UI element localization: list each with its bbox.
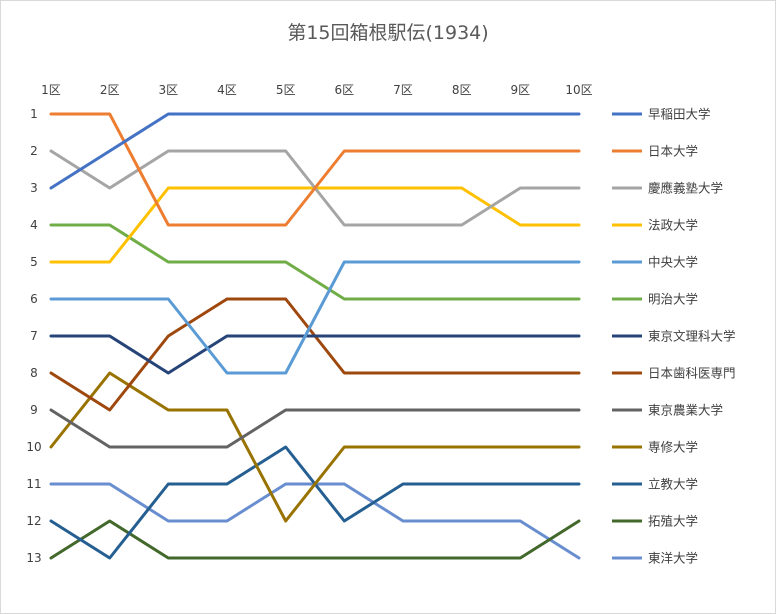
series-line	[49, 186, 581, 264]
legend-label: 日本大学	[648, 144, 698, 159]
y-tick-label: 11	[26, 477, 41, 491]
legend-item: 東京農業大学	[612, 403, 723, 418]
series-line	[49, 408, 581, 449]
x-tick-label: 5区	[276, 83, 296, 97]
legend-label: 専修大学	[648, 440, 698, 455]
chart-title: 第15回箱根駅伝(1934)	[287, 22, 488, 44]
legend-item: 日本大学	[612, 144, 698, 159]
legend-label: 明治大学	[648, 292, 698, 307]
x-tick-label: 10区	[565, 83, 592, 97]
series-line	[49, 223, 581, 301]
series-line	[49, 445, 581, 560]
legend-label: 慶應義塾大学	[648, 181, 723, 196]
x-tick-label: 3区	[159, 83, 179, 97]
legend-item: 東京文理科大学	[612, 329, 736, 344]
legend-item: 日本歯科医専門	[612, 366, 736, 381]
y-tick-label: 9	[30, 403, 38, 417]
x-tick-label: 9区	[511, 83, 531, 97]
legend-label: 法政大学	[648, 218, 698, 233]
x-tick-label: 4区	[217, 83, 237, 97]
y-tick-label: 4	[30, 218, 38, 232]
series-line	[49, 334, 581, 375]
legend: 早稲田大学日本大学慶應義塾大学法政大学中央大学明治大学東京文理科大学日本歯科医専…	[612, 107, 736, 566]
legend-label: 拓殖大学	[648, 514, 698, 529]
series-line	[49, 371, 581, 523]
legend-item: 拓殖大学	[612, 514, 698, 529]
x-tick-label: 2区	[100, 83, 120, 97]
legend-item: 慶應義塾大学	[612, 181, 723, 196]
series-line	[49, 112, 581, 190]
x-axis-tick-labels: 1区 2区 3区 4区 5区 6区 7区 8区 9区 10区	[41, 83, 592, 97]
y-tick-label: 1	[30, 107, 38, 121]
legend-item: 中央大学	[612, 255, 698, 270]
legend-label: 中央大学	[648, 255, 698, 270]
x-tick-label: 1区	[41, 83, 61, 97]
y-tick-label: 6	[30, 292, 38, 306]
series-line	[49, 519, 581, 560]
legend-label: 日本歯科医専門	[648, 366, 736, 381]
legend-label: 東洋大学	[648, 551, 698, 566]
series-line	[49, 112, 581, 227]
legend-label: 立教大学	[648, 477, 698, 492]
y-tick-label: 5	[30, 255, 38, 269]
series-line	[49, 260, 581, 375]
legend-item: 東洋大学	[612, 551, 698, 566]
series-lines	[49, 112, 581, 560]
legend-item: 明治大学	[612, 292, 698, 307]
y-tick-label: 12	[26, 514, 41, 528]
y-tick-label: 2	[30, 144, 38, 158]
legend-label: 東京農業大学	[648, 403, 723, 418]
x-tick-label: 7区	[393, 83, 413, 97]
y-tick-label: 13	[26, 551, 41, 565]
x-tick-label: 6区	[335, 83, 355, 97]
legend-item: 法政大学	[612, 218, 698, 233]
series-line	[49, 482, 581, 560]
y-tick-label: 8	[30, 366, 38, 380]
legend-item: 早稲田大学	[612, 107, 711, 122]
legend-item: 専修大学	[612, 440, 698, 455]
legend-item: 立教大学	[612, 477, 698, 492]
legend-label: 早稲田大学	[648, 107, 711, 122]
legend-label: 東京文理科大学	[648, 329, 736, 344]
y-tick-label: 3	[30, 181, 38, 195]
x-tick-label: 8区	[452, 83, 472, 97]
y-tick-label: 10	[26, 440, 41, 454]
y-tick-label: 7	[30, 329, 38, 343]
